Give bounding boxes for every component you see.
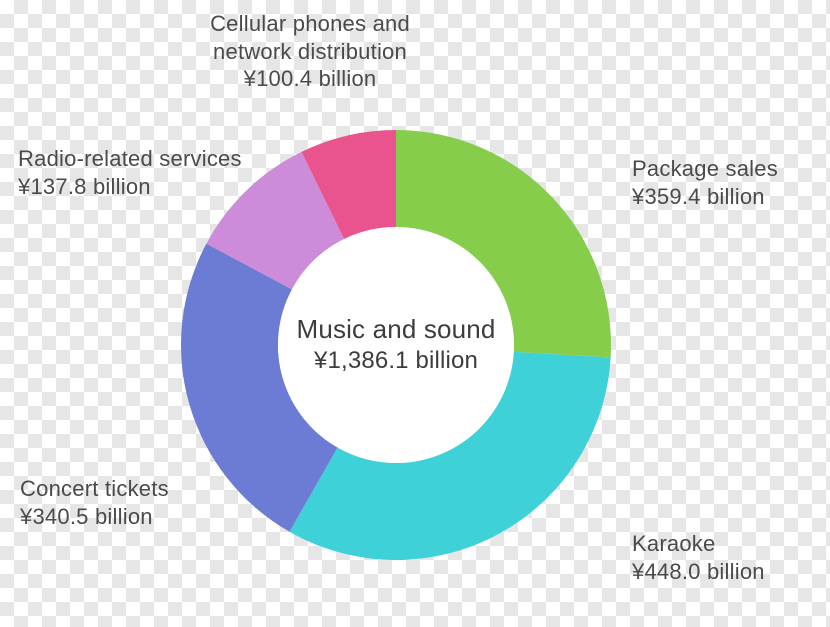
label-line: Package sales [632,155,778,183]
chart-stage: Music and sound ¥1,386.1 billion Package… [0,0,830,627]
label-line: Concert tickets [20,475,169,503]
label-line: ¥448.0 billion [632,558,765,586]
label-line: ¥100.4 billion [180,65,440,93]
label-line: ¥137.8 billion [18,173,242,201]
label-line: ¥340.5 billion [20,503,169,531]
center-value: ¥1,386.1 billion [278,346,514,376]
label-concert-tickets: Concert tickets¥340.5 billion [20,475,169,530]
label-cellular-phones-and-network-distribution: Cellular phones andnetwork distribution¥… [180,10,440,93]
label-line: Cellular phones and [180,10,440,38]
label-karaoke: Karaoke¥448.0 billion [632,530,765,585]
label-line: Karaoke [632,530,765,558]
label-line: Radio-related services [18,145,242,173]
label-radio-related-services: Radio-related services¥137.8 billion [18,145,242,200]
center-label: Music and sound ¥1,386.1 billion [278,313,514,376]
center-title: Music and sound [278,313,514,346]
label-package-sales: Package sales¥359.4 billion [632,155,778,210]
label-line: network distribution [180,38,440,66]
label-line: ¥359.4 billion [632,183,778,211]
